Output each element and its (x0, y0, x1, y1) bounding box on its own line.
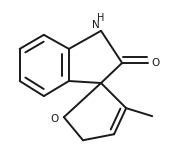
Text: O: O (51, 114, 59, 124)
Text: N: N (92, 20, 100, 30)
Text: O: O (152, 58, 160, 68)
Text: H: H (97, 13, 105, 23)
